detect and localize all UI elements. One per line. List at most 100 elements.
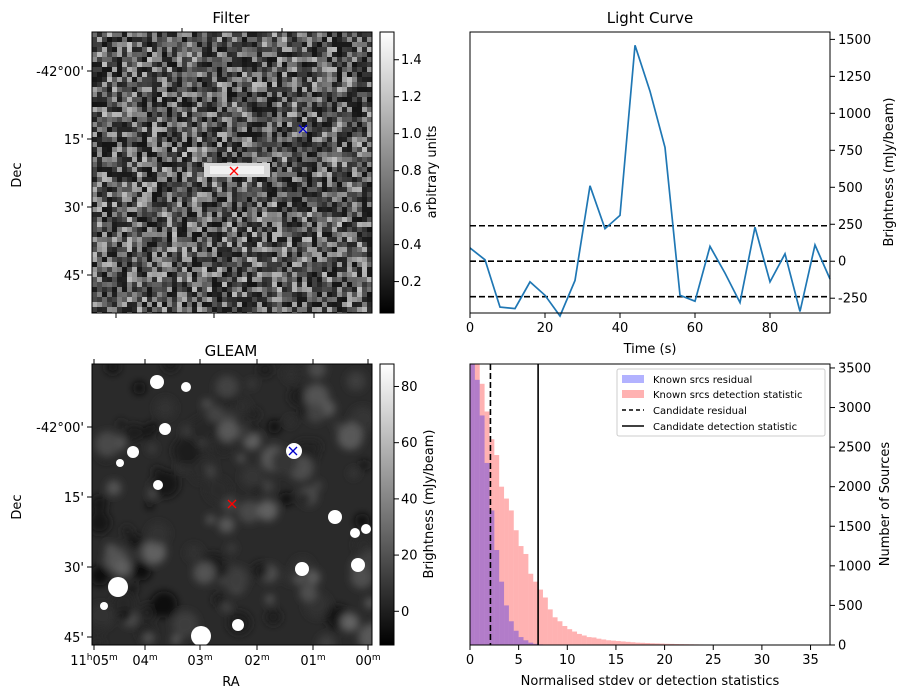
filter-pixel bbox=[202, 37, 207, 42]
filter-pixel bbox=[212, 262, 217, 267]
filter-pixel bbox=[157, 77, 162, 82]
filter-pixel bbox=[127, 177, 132, 182]
filter-pixel bbox=[92, 122, 97, 127]
filter-pixel bbox=[262, 282, 267, 287]
filter-pixel bbox=[222, 47, 227, 52]
filter-pixel bbox=[332, 247, 337, 252]
filter-pixel bbox=[282, 227, 287, 232]
filter-pixel bbox=[367, 287, 372, 292]
light-curve-line bbox=[469, 45, 831, 318]
filter-pixel bbox=[332, 252, 337, 257]
filter-pixel bbox=[137, 102, 142, 107]
filter-pixel bbox=[347, 267, 352, 272]
filter-pixel bbox=[367, 262, 372, 267]
filter-pixel bbox=[92, 117, 97, 122]
filter-pixel bbox=[102, 67, 107, 72]
filter-pixel bbox=[282, 202, 287, 207]
filter-pixel bbox=[182, 212, 187, 217]
filter-pixel bbox=[272, 187, 277, 192]
gleam-diffuse-blob bbox=[105, 364, 121, 375]
gleam-diffuse-blob bbox=[185, 544, 202, 562]
filter-pixel bbox=[277, 307, 282, 312]
filter-pixel bbox=[292, 262, 297, 267]
gleam-colorbar-label: Brightness (mJy/beam) bbox=[422, 430, 437, 579]
filter-pixel bbox=[282, 102, 287, 107]
filter-pixel bbox=[187, 212, 192, 217]
histogram-bar bbox=[504, 498, 509, 645]
filter-pixel bbox=[292, 137, 297, 142]
filter-pixel bbox=[192, 67, 197, 72]
filter-pixel bbox=[97, 167, 102, 172]
filter-pixel bbox=[332, 197, 337, 202]
filter-pixel bbox=[362, 97, 367, 102]
filter-pixel bbox=[187, 232, 192, 237]
filter-pixel bbox=[207, 177, 212, 182]
filter-pixel bbox=[202, 197, 207, 202]
filter-pixel bbox=[302, 242, 307, 247]
filter-pixel bbox=[242, 192, 247, 197]
filter-pixel bbox=[167, 67, 172, 72]
filter-pixel bbox=[177, 227, 182, 232]
filter-pixel bbox=[182, 297, 187, 302]
filter-pixel bbox=[142, 212, 147, 217]
filter-pixel bbox=[102, 142, 107, 147]
filter-pixel bbox=[337, 167, 342, 172]
filter-pixel bbox=[247, 92, 252, 97]
filter-pixel bbox=[107, 282, 112, 287]
filter-pixel bbox=[242, 187, 247, 192]
filter-pixel bbox=[177, 82, 182, 87]
filter-pixel bbox=[252, 217, 257, 222]
filter-pixel bbox=[227, 142, 232, 147]
filter-pixel bbox=[292, 267, 297, 272]
filter-pixel bbox=[97, 127, 102, 132]
filter-pixel bbox=[127, 162, 132, 167]
filter-pixel bbox=[302, 237, 307, 242]
gleam-diffuse-blob bbox=[212, 593, 225, 606]
filter-pixel bbox=[217, 297, 222, 302]
filter-pixel bbox=[222, 222, 227, 227]
filter-pixel bbox=[167, 242, 172, 247]
filter-pixel bbox=[107, 42, 112, 47]
filter-pixel bbox=[197, 172, 202, 177]
filter-pixel bbox=[287, 187, 292, 192]
filter-pixel bbox=[292, 307, 297, 312]
filter-pixel bbox=[337, 132, 342, 137]
filter-pixel bbox=[337, 217, 342, 222]
filter-pixel bbox=[322, 97, 327, 102]
filter-pixel bbox=[172, 302, 177, 307]
filter-pixel bbox=[307, 252, 312, 257]
filter-pixel bbox=[117, 92, 122, 97]
filter-pixel bbox=[342, 192, 347, 197]
filter-pixel bbox=[102, 267, 107, 272]
filter-pixel bbox=[212, 177, 217, 182]
gleam-diffuse-blob bbox=[237, 500, 261, 523]
filter-pixel bbox=[227, 57, 232, 62]
filter-pixel bbox=[247, 187, 252, 192]
filter-pixel bbox=[312, 297, 317, 302]
light-curve-xtick-label: 60 bbox=[687, 321, 704, 336]
filter-pixel bbox=[317, 272, 322, 277]
filter-pixel bbox=[237, 297, 242, 302]
filter-pixel bbox=[312, 212, 317, 217]
filter-pixel bbox=[322, 287, 327, 292]
filter-pixel bbox=[152, 227, 157, 232]
filter-pixel bbox=[237, 127, 242, 132]
filter-pixel bbox=[232, 77, 237, 82]
filter-pixel bbox=[297, 292, 302, 297]
filter-pixel bbox=[152, 267, 157, 272]
filter-pixel bbox=[167, 192, 172, 197]
filter-pixel bbox=[327, 57, 332, 62]
filter-pixel bbox=[312, 202, 317, 207]
gleam-x-ticks: 11h05m 04m 03m 02m 01m 00m bbox=[70, 359, 381, 669]
gleam-marker-red bbox=[227, 499, 237, 509]
filter-pixel bbox=[287, 47, 292, 52]
filter-top-ticks bbox=[115, 28, 315, 318]
filter-pixel bbox=[107, 57, 112, 62]
filter-pixel bbox=[107, 212, 112, 217]
filter-pixel bbox=[132, 282, 137, 287]
filter-pixel bbox=[192, 257, 197, 262]
filter-pixel bbox=[227, 47, 232, 52]
filter-pixel bbox=[237, 207, 242, 212]
filter-pixel bbox=[317, 172, 322, 177]
filter-pixel bbox=[317, 277, 322, 282]
